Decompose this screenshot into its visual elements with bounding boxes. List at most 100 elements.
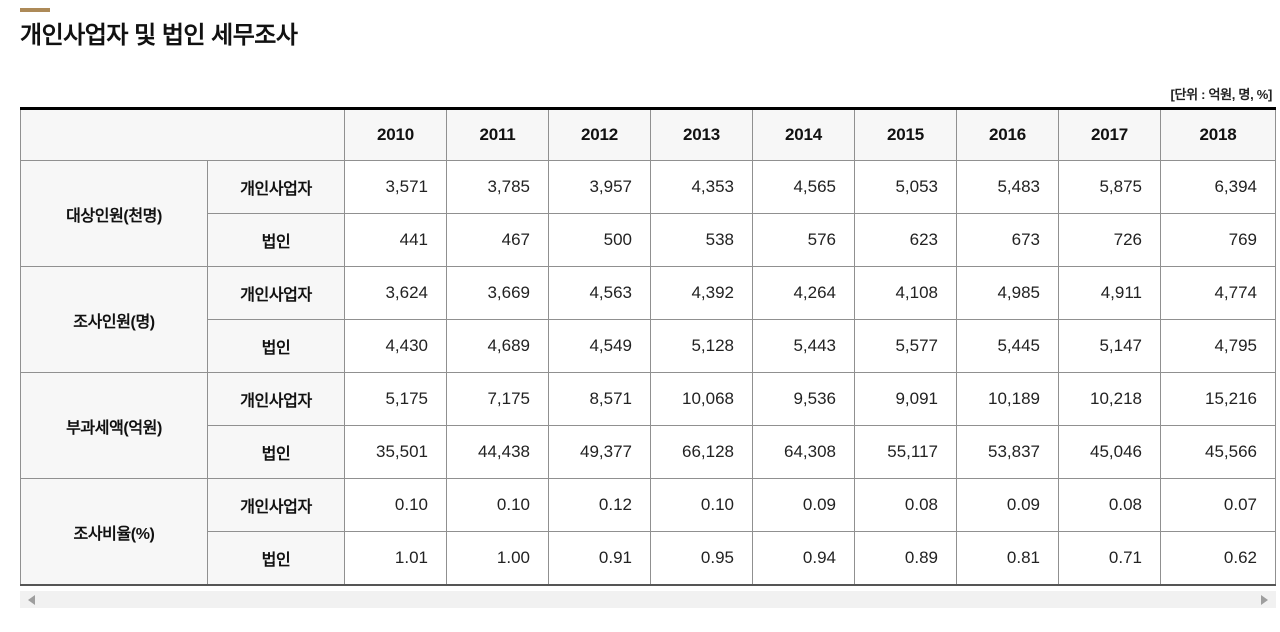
table-row: 법인 1.01 1.00 0.91 0.95 0.94 0.89 0.81 0.… [21, 531, 1276, 586]
year-column-header: 2013 [650, 108, 753, 161]
row-sub-label: 개인사업자 [207, 478, 345, 532]
data-cell: 467 [446, 213, 549, 267]
data-cell: 45,046 [1058, 425, 1161, 479]
data-cell: 5,875 [1058, 160, 1161, 214]
row-group-label: 조사비율(%) [20, 478, 208, 586]
data-cell: 4,911 [1058, 266, 1161, 320]
data-cell: 3,957 [548, 160, 651, 214]
data-cell: 538 [650, 213, 753, 267]
content-area: 개인사업자 및 법인 세무조사 [단위 : 억원, 명, %] 2010 201… [0, 8, 1280, 608]
data-cell: 5,175 [344, 372, 447, 426]
year-column-header: 2011 [446, 108, 549, 161]
data-cell: 4,430 [344, 319, 447, 373]
data-cell: 4,549 [548, 319, 651, 373]
year-column-header: 2017 [1058, 108, 1161, 161]
accent-bar [20, 8, 50, 12]
data-cell: 10,189 [956, 372, 1059, 426]
row-group-label: 조사인원(명) [20, 266, 208, 373]
table-header: 2010 2011 2012 2013 2014 2015 2016 2017 … [20, 108, 1276, 161]
data-cell: 4,353 [650, 160, 753, 214]
row-group-label: 부과세액(억원) [20, 372, 208, 479]
data-cell: 9,091 [854, 372, 957, 426]
unit-label: [단위 : 억원, 명, %] [1170, 87, 1272, 102]
data-cell: 441 [344, 213, 447, 267]
data-cell: 5,053 [854, 160, 957, 214]
row-group-label: 대상인원(천명) [20, 160, 208, 267]
scroll-left-arrow-icon[interactable] [28, 594, 35, 605]
row-sub-label: 법인 [207, 213, 345, 267]
data-cell: 5,445 [956, 319, 1059, 373]
data-cell: 44,438 [446, 425, 549, 479]
year-header-row: 2010 2011 2012 2013 2014 2015 2016 2017 … [20, 108, 1276, 161]
data-cell: 673 [956, 213, 1059, 267]
scroll-right-arrow-icon[interactable] [1261, 594, 1268, 605]
data-cell: 0.09 [956, 478, 1059, 532]
data-cell: 5,483 [956, 160, 1059, 214]
data-cell: 623 [854, 213, 957, 267]
data-cell: 0.10 [344, 478, 447, 532]
data-cell: 1.01 [344, 531, 447, 586]
data-cell: 8,571 [548, 372, 651, 426]
row-sub-label: 개인사업자 [207, 266, 345, 320]
data-cell: 3,785 [446, 160, 549, 214]
data-cell: 4,264 [752, 266, 855, 320]
data-cell: 49,377 [548, 425, 651, 479]
data-cell: 10,218 [1058, 372, 1161, 426]
data-cell: 0.94 [752, 531, 855, 586]
corner-cell [20, 108, 345, 161]
year-column-header: 2010 [344, 108, 447, 161]
table-row: 조사인원(명) 개인사업자 3,624 3,669 4,563 4,392 4,… [20, 266, 1276, 373]
data-cell: 0.71 [1058, 531, 1161, 586]
data-cell: 7,175 [446, 372, 549, 426]
horizontal-scrollbar[interactable] [20, 591, 1276, 608]
data-cell: 4,985 [956, 266, 1059, 320]
data-cell: 5,128 [650, 319, 753, 373]
table-row: 대상인원(천명) 개인사업자 3,571 3,785 3,957 4,353 4… [20, 160, 1276, 267]
data-cell: 576 [752, 213, 855, 267]
data-cell: 0.81 [956, 531, 1059, 586]
data-cell: 5,577 [854, 319, 957, 373]
data-cell: 4,565 [752, 160, 855, 214]
data-cell: 45,566 [1160, 425, 1276, 479]
data-cell: 55,117 [854, 425, 957, 479]
data-cell: 4,689 [446, 319, 549, 373]
data-cell: 9,536 [752, 372, 855, 426]
page-title: 개인사업자 및 법인 세무조사 [20, 22, 298, 49]
data-cell: 15,216 [1160, 372, 1276, 426]
data-cell: 0.12 [548, 478, 651, 532]
data-cell: 5,443 [752, 319, 855, 373]
data-cell: 500 [548, 213, 651, 267]
data-cell: 35,501 [344, 425, 447, 479]
data-cell: 769 [1160, 213, 1276, 267]
data-cell: 0.08 [854, 478, 957, 532]
data-cell: 66,128 [650, 425, 753, 479]
data-cell: 0.08 [1058, 478, 1161, 532]
row-sub-label: 개인사업자 [207, 160, 345, 214]
year-column-header: 2015 [854, 108, 957, 161]
data-cell: 0.09 [752, 478, 855, 532]
row-sub-label: 개인사업자 [207, 372, 345, 426]
data-cell: 6,394 [1160, 160, 1276, 214]
table-row: 법인 441 467 500 538 576 623 673 726 769 [21, 213, 1276, 267]
table-row: 법인 4,430 4,689 4,549 5,128 5,443 5,577 5… [21, 319, 1276, 373]
data-cell: 10,068 [650, 372, 753, 426]
table-row: 조사비율(%) 개인사업자 0.10 0.10 0.12 0.10 0.09 0… [20, 478, 1276, 586]
data-cell: 53,837 [956, 425, 1059, 479]
data-cell: 0.89 [854, 531, 957, 586]
data-cell: 0.10 [650, 478, 753, 532]
data-cell: 3,624 [344, 266, 447, 320]
data-cell: 64,308 [752, 425, 855, 479]
data-cell: 726 [1058, 213, 1161, 267]
data-cell: 0.91 [548, 531, 651, 586]
data-cell: 4,392 [650, 266, 753, 320]
data-cell: 0.62 [1160, 531, 1276, 586]
year-column-header: 2018 [1160, 108, 1276, 161]
data-cell: 0.07 [1160, 478, 1276, 532]
data-cell: 3,571 [344, 160, 447, 214]
data-cell: 0.10 [446, 478, 549, 532]
data-cell: 0.95 [650, 531, 753, 586]
row-sub-label: 법인 [207, 425, 345, 479]
data-cell: 3,669 [446, 266, 549, 320]
data-cell: 4,563 [548, 266, 651, 320]
